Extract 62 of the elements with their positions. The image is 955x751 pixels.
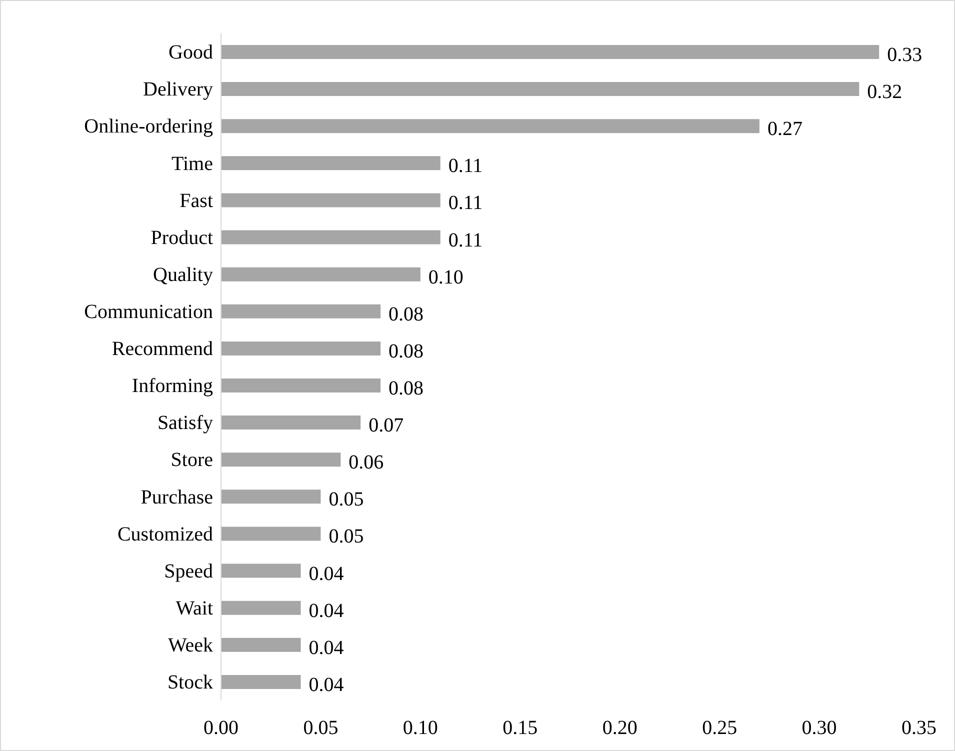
y-tick-label: Wait [176,597,214,620]
data-label: 0.11 [448,229,483,252]
bar [221,45,880,59]
bar [221,378,381,392]
x-tick-label: 0.25 [702,717,738,740]
bar [221,341,381,356]
y-tick-label: Communication [84,301,213,324]
y-tick-label: Satisfy [157,412,213,434]
x-tick-label: 0.00 [204,717,238,740]
bar [221,119,760,134]
y-tick-label: Stock [167,672,213,694]
y-tick-label: Good [168,42,213,64]
data-label: 0.07 [368,414,404,437]
bar [221,304,381,318]
data-label: 0.08 [388,340,424,362]
x-tick-label: 0.05 [303,717,338,740]
y-tick-label: Delivery [143,78,213,101]
data-label: 0.05 [328,526,364,548]
bar [221,230,440,244]
x-tick-label: 0.15 [502,717,538,740]
data-label: 0.11 [448,192,483,214]
y-tick-label: Recommend [112,338,213,360]
x-tick-label: 0.35 [902,717,936,740]
data-label: 0.11 [448,155,483,178]
data-label: 0.27 [767,118,802,140]
bar [221,82,860,96]
y-tick-label: Product [150,226,214,249]
y-tick-label: Informing [132,375,213,398]
data-label: 0.04 [308,562,344,585]
bar [221,193,440,208]
bar [221,452,341,467]
bar [221,674,301,689]
y-tick-label: Quality [153,264,213,286]
data-label: 0.04 [308,674,344,696]
data-label: 0.32 [867,81,902,104]
bar [221,490,321,504]
bar [221,526,321,541]
bar [221,267,420,282]
y-tick-label: Speed [164,560,213,582]
y-tick-label: Week [168,634,213,657]
y-tick-label: Customized [117,523,213,546]
data-label: 0.33 [887,44,922,66]
data-label: 0.08 [388,378,424,400]
y-tick-label: Purchase [140,486,214,508]
data-label: 0.05 [328,488,364,511]
bar [221,564,301,578]
bar [221,600,301,615]
data-label: 0.04 [308,600,344,622]
bar [221,416,361,430]
data-label: 0.10 [428,266,464,288]
x-tick-label: 0.20 [602,717,638,740]
x-tick-label: 0.10 [402,717,438,740]
y-tick-label: Fast [180,190,214,212]
data-label: 0.06 [348,452,384,474]
y-tick-label: Time [171,152,214,175]
x-tick-label: 0.30 [802,717,837,740]
y-tick-label: Online-ordering [84,116,213,138]
y-tick-label: Store [170,449,214,472]
data-label: 0.04 [308,636,344,659]
bar [221,638,301,652]
data-label: 0.08 [388,303,424,326]
bar [221,156,440,170]
